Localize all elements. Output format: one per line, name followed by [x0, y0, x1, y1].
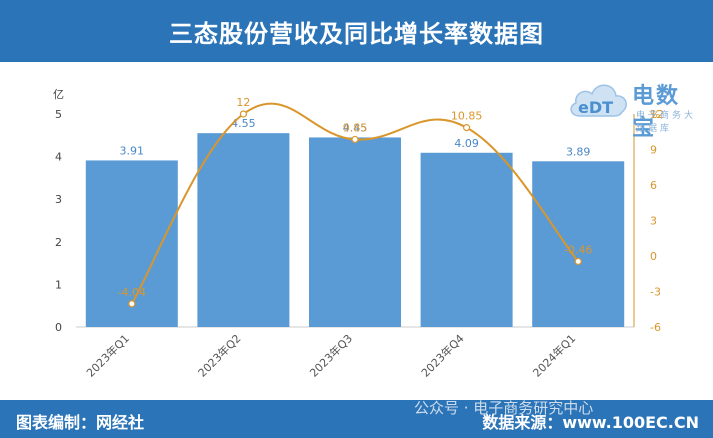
line-value-label: -4.04	[118, 286, 146, 299]
chart-area: 0 1 2 3 4 5 亿 -6 -3 0 3 6 9 12% 3.91 4.55 4.45 4.09 3.89 20…	[0, 62, 713, 400]
logo-mark: eDT	[578, 98, 613, 117]
line-value-label: -0.46	[564, 243, 592, 256]
left-tick-label: 3	[55, 193, 62, 206]
right-axis-unit: %	[650, 108, 660, 121]
line-value-label: 12	[236, 96, 250, 109]
bar	[309, 137, 401, 327]
right-tick-label: -3	[650, 286, 661, 299]
bar-value-label: 4.45	[343, 121, 368, 134]
x-tick-label: 2023年Q1	[83, 331, 132, 380]
footer-editor: 图表编制：网经社	[16, 413, 145, 432]
right-tick-label: 9	[650, 144, 657, 157]
logo: eDT 电数宝 电子商务大数据库	[566, 72, 700, 141]
footer-source: 数据来源：www.100EC.CN	[482, 413, 699, 432]
left-axis-unit: 亿	[53, 88, 64, 101]
right-tick-label: -6	[650, 321, 661, 334]
line-point	[574, 257, 582, 266]
line-value-label: 10.85	[451, 110, 483, 123]
left-tick-label: 5	[55, 108, 62, 121]
bar-value-label: 3.91	[120, 144, 145, 157]
left-tick-label: 4	[55, 151, 62, 164]
chart-title: 三态股份营收及同比增长率数据图	[169, 19, 544, 48]
logo-subtitle: 电子商务大数据库	[636, 111, 697, 134]
watermark-text: 公众号 · 电子商务研究中心	[414, 399, 594, 417]
left-tick-label: 2	[55, 236, 62, 249]
x-tick-label: 2024年Q1	[530, 331, 579, 380]
line-point	[351, 135, 359, 144]
bar	[532, 161, 625, 327]
x-tick-label: 2023年Q2	[195, 331, 244, 380]
line-point	[239, 110, 247, 118]
left-tick-label: 0	[55, 321, 62, 334]
bar-value-label: 3.89	[566, 145, 591, 158]
line-point	[128, 300, 136, 308]
bar-value-label: 4.09	[454, 137, 479, 150]
line-point	[463, 124, 471, 132]
bar	[420, 152, 513, 327]
right-tick-label: 0	[650, 250, 657, 263]
left-tick-label: 1	[55, 278, 62, 291]
growth-rate-line	[130, 102, 579, 305]
line-value-label: 9.85	[343, 121, 368, 134]
right-tick-label: 6	[650, 179, 657, 192]
logo-name: 电数宝	[632, 84, 681, 141]
x-tick-label: 2023年Q3	[307, 331, 356, 380]
footer-bar: 图表编制：网经社 公众号 · 电子商务研究中心 数据来源：www.100EC.C…	[0, 399, 713, 438]
cloud-logo-icon: eDT	[570, 84, 627, 117]
bar	[197, 133, 290, 327]
bar-value-label: 4.55	[231, 117, 256, 130]
title-bar: 三态股份营收及同比增长率数据图	[0, 0, 713, 62]
right-tick-label: 12	[650, 108, 664, 121]
right-tick-label: 3	[650, 215, 657, 228]
x-tick-label: 2023年Q4	[418, 331, 467, 380]
